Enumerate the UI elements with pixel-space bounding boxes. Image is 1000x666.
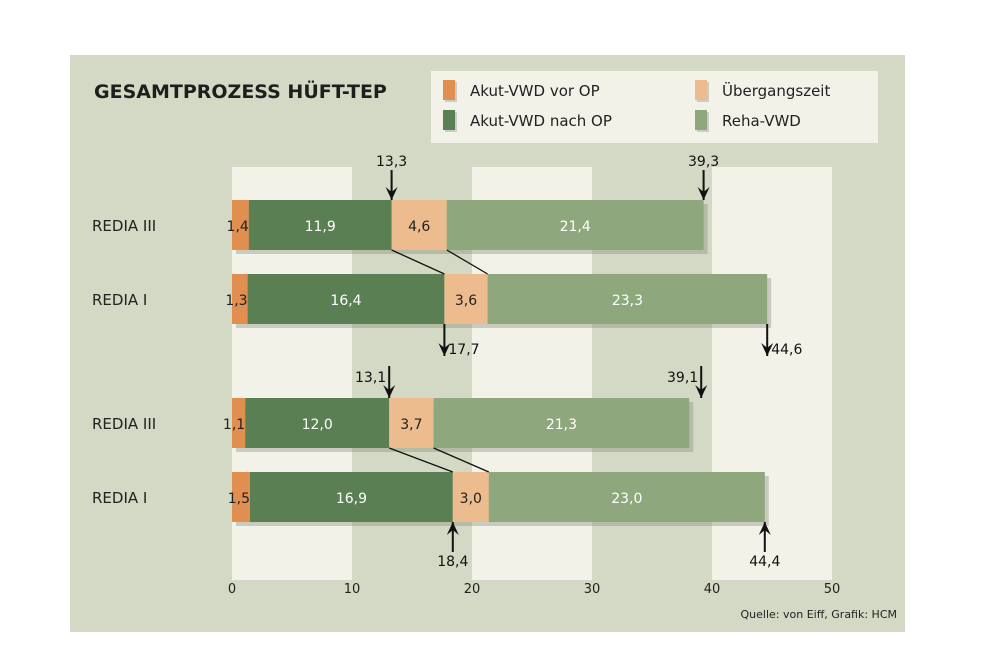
marker-label: 39,3 <box>688 154 719 170</box>
bar-segment <box>250 472 453 522</box>
marker-arrow-head <box>697 187 710 200</box>
bar-value-label: 3,7 <box>400 417 422 433</box>
row-label: REDIA I <box>92 291 147 309</box>
marker-label: 17,7 <box>448 342 479 358</box>
bar-segment <box>232 200 249 250</box>
x-tick-label: 0 <box>228 582 236 597</box>
bar-segment <box>446 200 704 250</box>
connector-line <box>446 249 488 275</box>
x-tick-label: 10 <box>344 582 361 597</box>
source-note: Quelle: von Eiff, Grafik: HCM <box>741 608 898 621</box>
bar-segment <box>248 200 392 250</box>
bar-value-label: 1,4 <box>227 219 249 235</box>
marker-arrow-head <box>438 343 451 356</box>
bar-segment <box>232 472 250 522</box>
legend-label: Akut-VWD vor OP <box>470 82 600 100</box>
x-tick-label: 30 <box>584 582 601 597</box>
bar-value-label: 16,9 <box>336 491 367 507</box>
legend-swatch <box>443 110 455 130</box>
x-tick-label: 40 <box>704 582 721 597</box>
bar-value-label: 21,4 <box>560 219 591 235</box>
bar-segment <box>232 398 246 448</box>
row-label: REDIA I <box>92 489 147 507</box>
marker-arrow-head <box>385 187 398 200</box>
row-label: REDIA III <box>92 217 156 235</box>
bar-value-label: 23,3 <box>612 293 643 309</box>
legend-label: Akut-VWD nach OP <box>470 112 612 130</box>
bar-value-label: 1,1 <box>223 417 245 433</box>
legend-label: Reha-VWD <box>722 112 801 130</box>
legend-swatch <box>443 80 455 100</box>
marker-label: 39,1 <box>667 370 698 386</box>
bar-segment <box>389 398 434 448</box>
bar-segment <box>452 472 489 522</box>
x-tick-label: 20 <box>464 582 481 597</box>
bar-value-label: 1,3 <box>225 293 247 309</box>
legend-box <box>431 71 878 143</box>
bar-value-label: 4,6 <box>408 219 430 235</box>
connector-line <box>391 249 445 275</box>
marker-arrow-head <box>761 343 774 356</box>
marker-arrow-head <box>446 522 459 535</box>
marker-arrow-head <box>758 522 771 535</box>
connector-line <box>433 447 490 473</box>
bar-value-label: 16,4 <box>330 293 361 309</box>
bar-segment <box>245 398 390 448</box>
marker-label: 44,6 <box>771 342 802 358</box>
bar-segment <box>391 200 447 250</box>
legend-swatch <box>695 110 707 130</box>
connector-line <box>388 447 454 473</box>
x-tick-label: 50 <box>824 582 841 597</box>
bar-segment <box>487 274 768 324</box>
bar-value-label: 11,9 <box>305 219 336 235</box>
marker-label: 13,3 <box>376 154 407 170</box>
legend-label: Übergangszeit <box>722 81 830 100</box>
bar-value-label: 21,3 <box>546 417 577 433</box>
bar-segment <box>232 274 248 324</box>
marker-arrow-head <box>695 385 708 398</box>
bar-value-label: 3,6 <box>455 293 477 309</box>
legend-swatch <box>695 80 707 100</box>
bar-segment <box>488 472 765 522</box>
legend: Akut-VWD vor OP Übergangszeit Akut-VWD nac… <box>431 71 878 143</box>
bar-segment <box>433 398 690 448</box>
bar-segment <box>444 274 488 324</box>
row-label: REDIA III <box>92 415 156 433</box>
marker-label: 13,1 <box>355 370 386 386</box>
bar-segment <box>247 274 445 324</box>
bar-value-label: 1,5 <box>228 491 250 507</box>
marker-label: 18,4 <box>437 554 468 570</box>
bar-value-label: 3,0 <box>460 491 482 507</box>
marker-label: 44,4 <box>749 554 780 570</box>
bar-value-label: 23,0 <box>611 491 642 507</box>
bar-value-label: 12,0 <box>302 417 333 433</box>
marker-arrow-head <box>383 385 396 398</box>
chart-title: GESAMTPROZESS HÜFT-TEP <box>94 79 387 103</box>
